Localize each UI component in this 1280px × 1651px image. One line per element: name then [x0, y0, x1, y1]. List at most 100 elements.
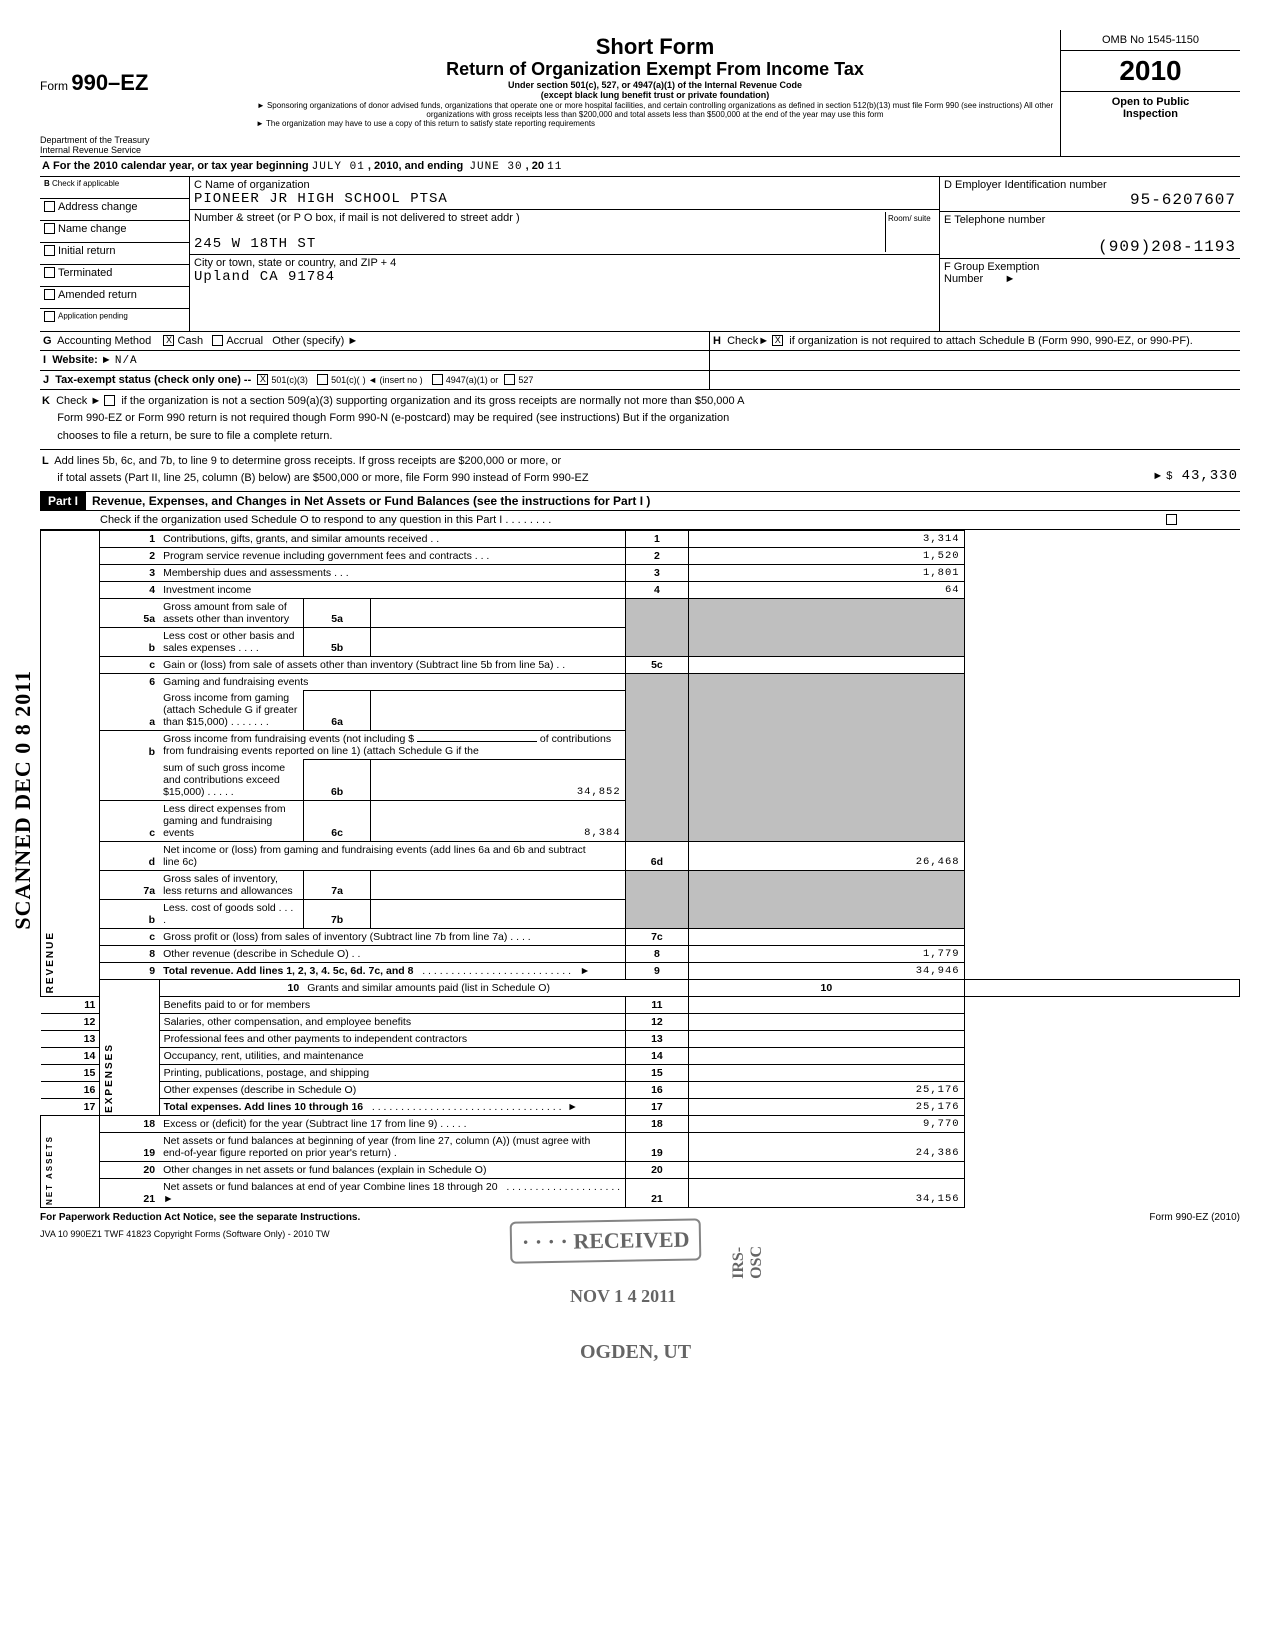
F-arrow: ► — [1005, 273, 1016, 285]
form-no-value: 990–EZ — [71, 70, 148, 95]
v-5c — [689, 656, 964, 673]
row-6: 6 Gaming and fundraising events — [41, 673, 1240, 690]
chk-pending[interactable] — [44, 311, 55, 322]
rn-6b2-sh — [625, 760, 689, 801]
main-table: REVENUE 1 Contributions, gifts, grants, … — [40, 530, 1240, 1208]
row-4: 4 Investment income 4 64 — [41, 581, 1240, 598]
chk-accrual[interactable] — [212, 335, 223, 346]
d-13: Professional fees and other payments to … — [159, 1030, 625, 1047]
d-20: Other changes in net assets or fund bala… — [159, 1161, 625, 1178]
short-form: Short Form — [256, 34, 1054, 59]
partI-check-text: Check if the organization used Schedule … — [100, 514, 551, 526]
chk-4947[interactable] — [432, 374, 443, 385]
B-opt-3: Terminated — [40, 265, 189, 287]
J-c3: 501(c)(3) — [271, 375, 308, 385]
E-value: (909)208-1193 — [944, 238, 1236, 256]
H-cont — [710, 351, 1240, 370]
d-6d-b: line 6c) — [163, 856, 197, 868]
chk-K[interactable] — [104, 395, 115, 406]
rn-4: 4 — [625, 581, 689, 598]
sidebar-revenue-text: REVENUE — [45, 931, 56, 993]
header-right: OMB No 1545-1150 2010 Open to Public Ins… — [1060, 30, 1240, 156]
header-center: Short Form Return of Organization Exempt… — [250, 30, 1060, 156]
H-text: if organization is not required to attac… — [789, 335, 1193, 347]
C-name-value: PIONEER JR HIGH SCHOOL PTSA — [194, 191, 935, 207]
dept-block: Department of the Treasury Internal Reve… — [40, 136, 250, 156]
sl-7a: 7a — [303, 870, 371, 899]
row-9: 9 Total revenue. Add lines 1, 2, 3, 4. 5… — [41, 962, 1240, 979]
rn-12: 12 — [625, 1013, 689, 1030]
d-3: Membership dues and assessments . . . — [159, 564, 625, 581]
A-yy: 11 — [547, 161, 562, 173]
d-6b-b: of contributions — [540, 733, 611, 745]
C-addr-row: Number & street (or P O box, if mail is … — [190, 210, 939, 255]
row-L: L Add lines 5b, 6c, and 7b, to line 9 to… — [40, 450, 1240, 492]
v-15 — [689, 1064, 964, 1081]
d-19-a: Net assets or fund balances at beginning… — [163, 1135, 590, 1147]
B-header-text: Check if applicable — [52, 179, 119, 188]
G-accrual: Accrual — [226, 335, 263, 347]
H-label: Check► — [727, 335, 769, 347]
chk-H[interactable] — [772, 335, 783, 346]
d-6: Gaming and fundraising events — [159, 673, 625, 690]
chk-address[interactable] — [44, 201, 55, 212]
rn-15: 15 — [625, 1064, 689, 1081]
ln-5a: 5a — [100, 598, 159, 627]
ln-6d: d — [100, 841, 159, 870]
subtitle2: (except black lung benefit trust or priv… — [256, 90, 1054, 100]
chk-terminated[interactable] — [44, 267, 55, 278]
rn-21: 21 — [625, 1178, 689, 1207]
sl-5b: 5b — [303, 627, 371, 656]
v-12 — [689, 1013, 964, 1030]
chk-partI[interactable] — [1166, 514, 1177, 525]
row-A: A For the 2010 calendar year, or tax yea… — [40, 157, 1240, 177]
chk-501c3[interactable] — [257, 374, 268, 385]
d-11: Benefits paid to or for members — [159, 996, 625, 1013]
chk-527[interactable] — [504, 374, 515, 385]
K-l1: if the organization is not a section 509… — [121, 395, 744, 407]
sv-7a — [371, 870, 625, 899]
ln-16: 16 — [41, 1081, 100, 1098]
info-block-BCDEF: B Check if applicable Address change Nam… — [40, 177, 1240, 332]
chk-amended[interactable] — [44, 289, 55, 300]
row-6d: d Net income or (loss) from gaming and f… — [41, 841, 1240, 870]
rn-10: 10 — [689, 979, 964, 996]
rv-7b-sh — [689, 899, 964, 928]
partI-header: Part I Revenue, Expenses, and Changes in… — [40, 492, 1240, 511]
rv-6b2-sh — [689, 760, 964, 801]
inspection: Inspection — [1123, 108, 1178, 120]
J-label: Tax-exempt status (check only one) -- — [55, 374, 251, 386]
J-c: 501(c)( — [331, 375, 360, 385]
rn-5c: 5c — [625, 656, 689, 673]
row-14: 14 Occupancy, rent, utilities, and maint… — [41, 1047, 1240, 1064]
col-C: C Name of organization PIONEER JR HIGH S… — [190, 177, 940, 331]
L-l2: if total assets (Part II, line 25, colum… — [57, 472, 588, 484]
v-3: 1,801 — [689, 564, 964, 581]
rn-5a-sh — [625, 598, 689, 627]
A-suffix: , 20 — [526, 160, 544, 172]
A-end: JUNE 30 — [469, 161, 522, 173]
chk-501c[interactable] — [317, 374, 328, 385]
footer-jva: JVA 10 990EZ1 TWF 41823 Copyright Forms … — [40, 1229, 1240, 1239]
v-20 — [689, 1161, 964, 1178]
d-10: Grants and similar amounts paid (list in… — [303, 979, 689, 996]
chk-cash[interactable] — [163, 335, 174, 346]
subtitle-bold: Under section 501(c), 527, or 4947(a)(1)… — [508, 80, 802, 90]
d-18: Excess or (deficit) for the year (Subtra… — [159, 1115, 625, 1132]
chk-name[interactable] — [44, 223, 55, 234]
K-l3: chooses to file a return, be sure to fil… — [57, 430, 332, 442]
B-opt-0: Address change — [40, 199, 189, 221]
copy-note: ► The organization may have to use a cop… — [256, 119, 1054, 128]
rn-13: 13 — [625, 1030, 689, 1047]
rv-6a-sh — [689, 690, 964, 731]
B-opt-4-label: Amended return — [58, 289, 137, 301]
footer-pra: For Paperwork Reduction Act Notice, see … — [40, 1212, 360, 1223]
sv-6c: 8,384 — [371, 800, 625, 841]
E-row: E Telephone number (909)208-1193 — [940, 212, 1240, 259]
J-ins: ) ◄ (insert no ) — [363, 375, 423, 385]
chk-initial[interactable] — [44, 245, 55, 256]
row-6c: c Less direct expenses from gaming and f… — [41, 800, 1240, 841]
d-6d: Net income or (loss) from gaming and fun… — [159, 841, 625, 870]
form-number: Form 990–EZ — [40, 70, 250, 96]
row-21: 21 Net assets or fund balances at end of… — [41, 1178, 1240, 1207]
